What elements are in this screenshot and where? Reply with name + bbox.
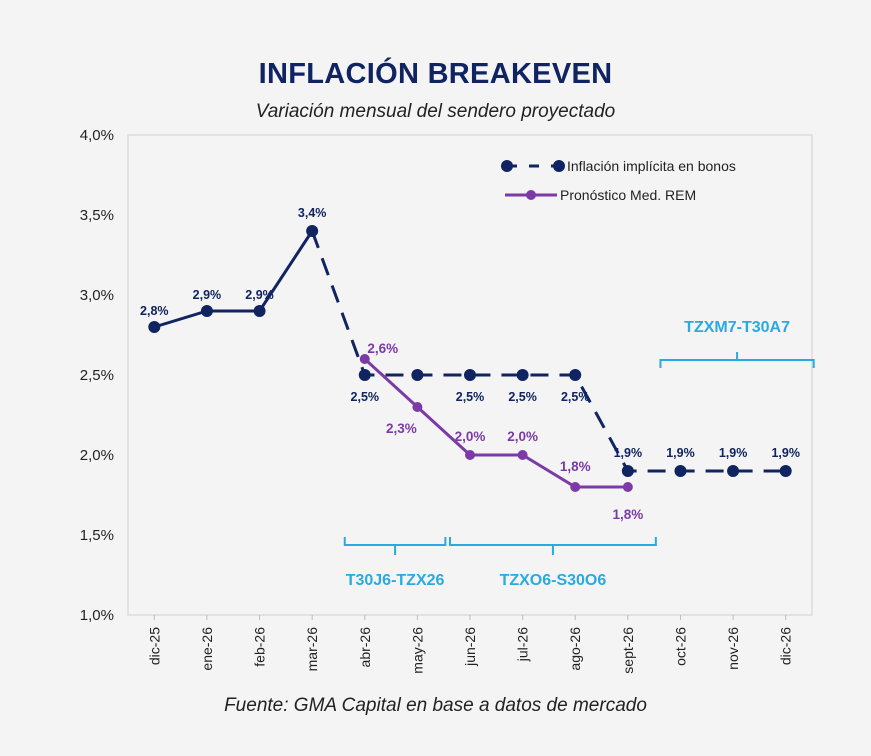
- x-tick-label: mar-26: [304, 627, 320, 672]
- data-label: 2,5%: [351, 390, 380, 404]
- data-label: 1,9%: [666, 446, 695, 460]
- bracket-label: TZXO6-S30O6: [500, 572, 607, 589]
- x-tick-label: dic-25: [146, 627, 162, 665]
- series-line-solid: [153, 230, 314, 329]
- x-tick-label: dic-26: [778, 627, 794, 665]
- x-tick-label: ago-26: [567, 627, 583, 671]
- data-point-rem: [465, 450, 475, 460]
- data-point-rem: [622, 482, 633, 492]
- y-tick-label: 1,0%: [80, 607, 114, 624]
- data-point: [516, 369, 529, 381]
- data-point: [727, 465, 740, 477]
- data-point: [464, 369, 476, 381]
- data-point: [148, 321, 161, 333]
- legend-marker: [501, 160, 513, 172]
- data-label: 2,9%: [245, 288, 274, 302]
- data-label: 2,5%: [561, 390, 590, 404]
- bracket-label: T30J6-TZX26: [346, 572, 445, 589]
- data-label-rem: 1,8%: [612, 507, 643, 522]
- x-tick-label: sept-26: [620, 627, 636, 674]
- x-tick-label: jul-26: [515, 627, 531, 662]
- data-point-rem: [412, 402, 423, 412]
- data-point: [306, 225, 319, 237]
- data-label: 1,9%: [719, 446, 748, 460]
- bracket-annotation: [449, 537, 657, 555]
- bracket-annotation: [659, 352, 815, 368]
- data-label-rem: 1,8%: [560, 459, 591, 474]
- y-tick-label: 3,5%: [80, 207, 114, 224]
- legend-label: Pronóstico Med. REM: [560, 187, 696, 203]
- chart-subtitle: Variación mensual del sendero proyectado: [255, 101, 616, 122]
- data-label-rem: 2,0%: [455, 429, 486, 444]
- data-point-rem: [359, 354, 370, 364]
- data-point: [200, 305, 213, 317]
- data-point: [253, 305, 266, 317]
- data-label: 2,8%: [140, 304, 169, 318]
- y-tick-label: 2,0%: [80, 447, 114, 464]
- data-point: [358, 369, 371, 381]
- y-tick-label: 1,5%: [80, 527, 114, 544]
- y-tick-label: 3,0%: [80, 287, 114, 304]
- data-label: 1,9%: [771, 446, 800, 460]
- x-tick-label: feb-26: [252, 627, 268, 667]
- data-point: [621, 465, 634, 477]
- data-label: 1,9%: [614, 446, 643, 460]
- data-point: [779, 465, 792, 477]
- data-label-rem: 2,6%: [367, 341, 398, 356]
- bracket-label: TZXM7-T30A7: [684, 319, 790, 336]
- data-label: 3,4%: [298, 206, 327, 220]
- data-point: [674, 465, 687, 477]
- data-point-rem: [517, 450, 528, 460]
- x-tick-label: may-26: [409, 627, 425, 674]
- legend-label: Inflación implícita en bonos: [567, 158, 736, 174]
- y-tick-label: 2,5%: [80, 367, 114, 384]
- x-tick-label: ene-26: [199, 627, 215, 671]
- chart-title: INFLACIÓN BREAKEVEN: [258, 58, 613, 90]
- x-tick-label: abr-26: [357, 627, 373, 668]
- chart-source: Fuente: GMA Capital en base a datos de m…: [224, 695, 647, 716]
- legend-marker: [526, 190, 536, 200]
- x-tick-label: jun-26: [462, 627, 478, 667]
- data-point: [411, 369, 424, 381]
- data-label: 2,5%: [456, 390, 485, 404]
- data-label: 2,9%: [193, 288, 222, 302]
- x-tick-label: nov-26: [725, 627, 741, 670]
- x-tick-label: oct-26: [672, 627, 688, 666]
- data-label-rem: 2,0%: [507, 429, 538, 444]
- series-line-rem: [363, 357, 628, 489]
- legend-marker: [553, 160, 565, 172]
- data-point-rem: [570, 482, 581, 492]
- series-line-dashed: [310, 230, 786, 473]
- data-point: [569, 369, 582, 381]
- data-label: 2,5%: [508, 390, 537, 404]
- y-tick-label: 4,0%: [80, 127, 114, 144]
- bracket-annotation: [343, 537, 447, 555]
- data-label-rem: 2,3%: [386, 421, 417, 436]
